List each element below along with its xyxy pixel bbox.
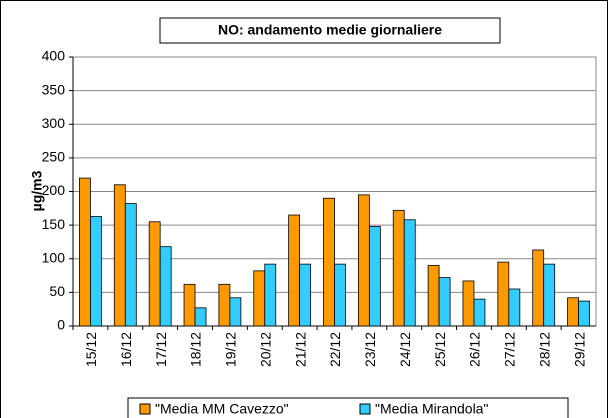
bar bbox=[323, 197, 335, 327]
title-box bbox=[159, 17, 501, 44]
bar bbox=[334, 263, 346, 327]
x-tick-label: 24/12 bbox=[397, 332, 413, 367]
bar bbox=[194, 307, 207, 327]
bar bbox=[253, 270, 266, 327]
bar bbox=[473, 298, 486, 327]
bar bbox=[357, 194, 370, 327]
bar bbox=[159, 246, 172, 327]
bar bbox=[299, 263, 312, 327]
bar bbox=[229, 297, 242, 327]
bar bbox=[90, 215, 102, 327]
y-tick-label: 150 bbox=[42, 216, 66, 232]
y-tick-label: 50 bbox=[49, 283, 65, 299]
bar bbox=[532, 249, 545, 327]
y-tick-label: 250 bbox=[42, 149, 66, 165]
y-tick-label: 400 bbox=[42, 48, 66, 64]
x-tick-label: 17/12 bbox=[153, 332, 169, 367]
legend-swatch bbox=[359, 403, 371, 415]
x-tick-label: 28/12 bbox=[536, 332, 552, 367]
bar bbox=[218, 283, 231, 327]
bar bbox=[392, 209, 405, 327]
x-tick-label: 20/12 bbox=[257, 332, 273, 367]
x-tick-label: 29/12 bbox=[571, 332, 587, 367]
y-tick-label: 200 bbox=[42, 182, 66, 198]
y-tick-label: 0 bbox=[57, 317, 65, 333]
x-tick-label: 27/12 bbox=[502, 332, 518, 367]
bar bbox=[438, 277, 451, 327]
bar bbox=[264, 263, 277, 327]
y-tick-label: 100 bbox=[42, 249, 66, 265]
x-tick-label: 23/12 bbox=[362, 332, 378, 367]
bar bbox=[79, 177, 91, 327]
bar bbox=[427, 265, 440, 327]
bar bbox=[462, 280, 475, 327]
x-tick-label: 19/12 bbox=[223, 332, 239, 367]
chart-title: NO: andamento medie giornaliere bbox=[218, 22, 442, 38]
bar bbox=[543, 263, 556, 327]
bar bbox=[148, 221, 161, 327]
legend-label: "Media Mirandola" bbox=[375, 401, 488, 417]
legend-label: "Media MM Cavezzo" bbox=[155, 401, 289, 417]
x-tick-label: 22/12 bbox=[327, 332, 343, 367]
x-tick-label: 21/12 bbox=[292, 332, 308, 367]
bar bbox=[124, 203, 137, 327]
bar bbox=[567, 297, 579, 327]
bar bbox=[113, 184, 126, 327]
bar bbox=[403, 219, 416, 327]
y-tick-label: 300 bbox=[42, 115, 66, 131]
bar bbox=[497, 261, 510, 327]
x-tick-label: 15/12 bbox=[83, 332, 99, 367]
legend-box bbox=[127, 397, 569, 418]
x-tick-label: 26/12 bbox=[467, 332, 483, 367]
bar bbox=[508, 288, 521, 327]
x-tick-label: 18/12 bbox=[188, 332, 204, 367]
legend-swatch bbox=[139, 403, 151, 415]
bar bbox=[288, 214, 301, 327]
y-tick-label: 350 bbox=[42, 81, 66, 97]
y-axis-label: µg/m3 bbox=[29, 170, 45, 211]
x-tick-label: 16/12 bbox=[118, 332, 134, 367]
bar bbox=[368, 226, 381, 327]
bar bbox=[578, 300, 590, 327]
bar bbox=[183, 283, 196, 327]
x-tick-label: 25/12 bbox=[432, 332, 448, 367]
